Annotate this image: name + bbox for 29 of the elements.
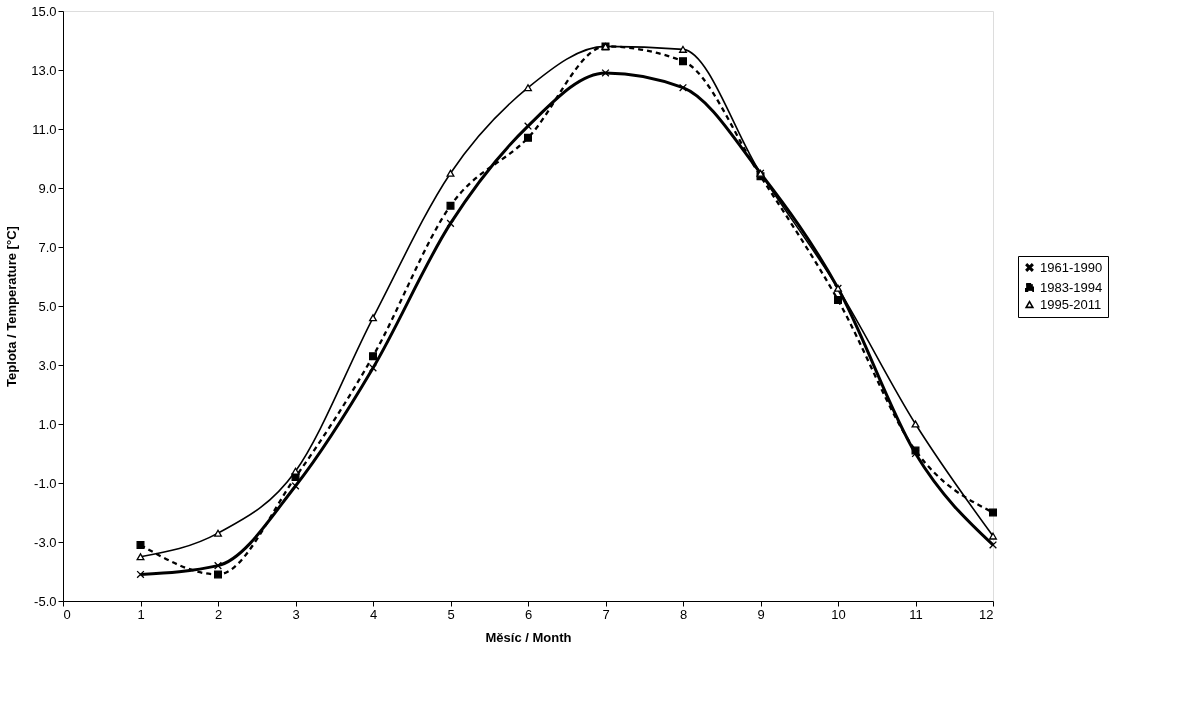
x-tick-label: 12 (979, 606, 994, 622)
y-tick-label: 11.0 (32, 121, 57, 137)
y-tick-label: -3.0 (34, 534, 57, 550)
x-tick-label: 10 (831, 606, 846, 622)
x-tick-label: 8 (679, 606, 688, 622)
x-tick-label: 3 (292, 606, 300, 622)
x-tick-label: 4 (369, 606, 378, 622)
x-tick-label: 7 (602, 606, 610, 622)
y-tick-label: 1.0 (38, 416, 57, 432)
legend-label: 1995-2011 (1040, 296, 1102, 312)
legend-label: 1961-1990 (1040, 259, 1103, 275)
y-tick-label: -1.0 (34, 475, 57, 491)
y-tick-label: -5.0 (34, 593, 57, 609)
y-axis-title: Teplota / Temperature [°C] (4, 226, 20, 387)
x-tick-label: 5 (447, 606, 455, 622)
legend-label: 1983-1994 (1040, 279, 1103, 295)
y-tick-label: 5.0 (38, 298, 57, 314)
x-tick-label: 6 (524, 606, 533, 622)
y-tick-label: 9.0 (38, 180, 57, 196)
x-tick-label: 0 (63, 606, 71, 622)
x-tick-label: 2 (214, 606, 223, 622)
y-tick-label: 13.0 (31, 62, 57, 78)
x-tick-label: 1 (137, 606, 145, 622)
x-axis-title: Měsíc / Month (485, 629, 572, 645)
x-tick-label: 9 (757, 606, 765, 622)
y-tick-label: 15.0 (31, 3, 57, 19)
y-tick-label: 7.0 (38, 239, 57, 255)
x-tick-label: 11 (909, 606, 923, 622)
y-tick-label: 3.0 (38, 357, 57, 373)
